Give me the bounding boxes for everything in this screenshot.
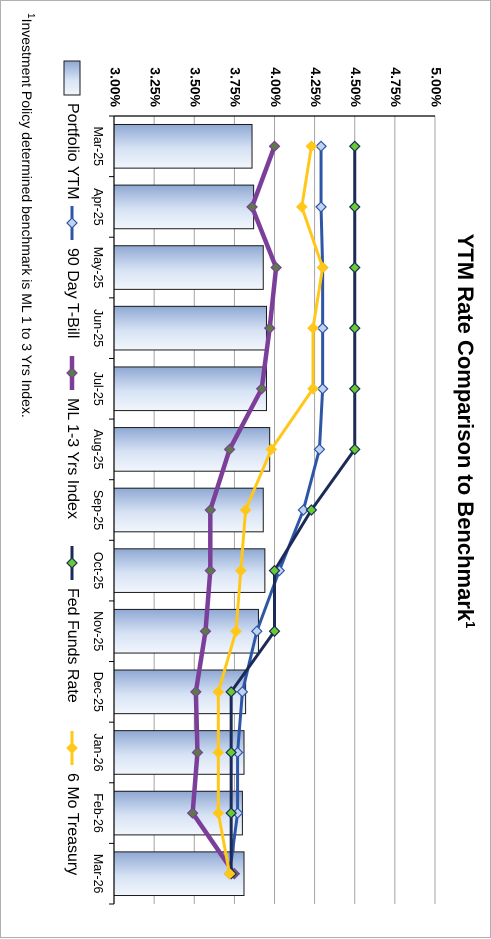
- marker-fed-funds-rate: [348, 201, 361, 213]
- legend-label-fed-funds-rate: Fed Funds Rate: [64, 588, 81, 703]
- marker-90-day-t-bill: [236, 685, 249, 698]
- marker-6-mo-treasury: [316, 261, 329, 274]
- y-axis-tick-labels: 3.00% 3.25% 3.50% 3.75% 4.00% 4.25% 4.50% 4.75%…: [107, 67, 444, 107]
- marker-90-day-t-bill: [315, 140, 327, 153]
- y-tick-label: 3.75%: [228, 67, 244, 107]
- x-tick-label: Mar-26: [91, 854, 105, 894]
- legend-marker-fed-funds-rate: [66, 557, 78, 569]
- footnote: 1Investment Policy determined benchmark …: [19, 13, 36, 418]
- marker-6-mo-treasury: [305, 140, 318, 153]
- x-axis-tick-labels: Mar-25 Apr-25 May-25 Jun-25 Jul-25 Aug-25 Sep-…: [91, 127, 105, 894]
- marker-ml-1-3-yrs-index: [268, 140, 281, 153]
- y-tick-label: 4.00%: [268, 67, 284, 107]
- x-tick-label: May-25: [91, 247, 105, 289]
- chart-title-superscript: 1: [463, 621, 478, 628]
- marker-6-mo-treasury: [212, 807, 225, 819]
- y-tick-label: 4.25%: [308, 67, 324, 107]
- y-tick-label: 5.00%: [428, 67, 444, 107]
- x-tick-label: Feb-26: [91, 793, 105, 833]
- y-tick-label: 4.50%: [348, 67, 364, 107]
- bar-portfolio-ytm: [113, 427, 271, 472]
- y-tick-label: 3.25%: [147, 67, 163, 107]
- chart-title: YTM Rate Comparison to Benchmark1: [453, 234, 478, 629]
- marker-6-mo-treasury: [295, 201, 308, 213]
- marker-6-mo-treasury: [230, 625, 242, 638]
- marker-fed-funds-rate: [348, 140, 361, 153]
- footnote-superscript: 1: [25, 13, 36, 19]
- marker-6-mo-treasury: [307, 322, 319, 335]
- legend-label-portfolio-ytm: Portfolio YTM: [64, 103, 81, 200]
- x-tick-label: Jul-25: [91, 372, 105, 406]
- y-tick-label: 3.00%: [107, 67, 123, 107]
- x-tick-label: Jan-26: [91, 733, 105, 771]
- marker-ml-1-3-yrs-index: [270, 261, 282, 274]
- marker-90-day-t-bill: [316, 382, 329, 395]
- legend-label-ml-1-3-yrs-index: ML 1-3 Yrs Index: [64, 398, 81, 519]
- x-tick-label: Mar-25: [91, 127, 105, 167]
- marker-6-mo-treasury: [265, 443, 278, 456]
- marker-ml-1-3-yrs-index: [246, 201, 258, 213]
- marker-fed-funds-rate: [225, 746, 238, 759]
- marker-6-mo-treasury: [234, 564, 247, 577]
- marker-6-mo-treasury: [223, 867, 236, 880]
- marker-ml-1-3-yrs-index: [223, 443, 236, 456]
- legend-label-6-mo-treasury: 6 Mo Treasury: [64, 773, 81, 875]
- marker-fed-funds-rate: [348, 382, 361, 395]
- legend-swatch-portfolio-ytm: [63, 60, 81, 96]
- footnote-text: Investment Policy determined benchmark i…: [19, 19, 35, 418]
- marker-fed-funds-rate: [348, 322, 361, 335]
- chart-title-text: YTM Rate Comparison to Benchmark: [453, 234, 478, 622]
- marker-90-day-t-bill: [316, 322, 329, 335]
- axes: [109, 115, 435, 905]
- x-tick-label: Sep-25: [91, 490, 105, 530]
- legend-marker-ml-1-3-yrs-index: [66, 367, 78, 379]
- bar-portfolio-ytm: [113, 245, 264, 290]
- x-tick-label: Oct-25: [91, 552, 105, 590]
- marker-6-mo-treasury: [239, 504, 252, 516]
- x-tick-label: Dec-25: [91, 672, 105, 712]
- bar-portfolio-ytm: [113, 184, 255, 230]
- marker-ml-1-3-yrs-index: [186, 807, 199, 819]
- marker-fed-funds-rate: [268, 625, 281, 638]
- legend-label-90-day-t-bill: 90 Day T-Bill: [64, 248, 81, 338]
- marker-ml-1-3-yrs-index: [199, 625, 212, 638]
- marker-fed-funds-rate: [225, 807, 238, 819]
- x-tick-label: Jun-25: [91, 309, 105, 347]
- legend-marker-90-day-t-bill: [66, 217, 78, 229]
- y-tick-label: 3.50%: [188, 67, 204, 107]
- marker-6-mo-treasury: [212, 746, 225, 759]
- legend: Portfolio YTM 90 Day T-Bill ML 1-3 Yrs Ind…: [63, 60, 81, 875]
- legend-marker-6-mo-treasury: [66, 742, 78, 754]
- marker-ml-1-3-yrs-index: [263, 322, 276, 335]
- marker-ml-1-3-yrs-index: [204, 564, 217, 577]
- bar-portfolio-ytm: [113, 123, 253, 169]
- marker-ml-1-3-yrs-index: [255, 382, 268, 395]
- marker-90-day-t-bill: [297, 504, 310, 516]
- x-tick-label: Nov-25: [91, 611, 105, 651]
- marker-ml-1-3-yrs-index: [191, 746, 204, 759]
- y-tick-label: 4.75%: [388, 67, 404, 107]
- marker-ml-1-3-yrs-index: [190, 685, 202, 698]
- marker-90-day-t-bill: [250, 625, 263, 638]
- marker-6-mo-treasury: [307, 382, 319, 395]
- marker-fed-funds-rate: [305, 504, 318, 516]
- marker-fed-funds-rate: [348, 443, 361, 456]
- marker-6-mo-treasury: [212, 685, 225, 698]
- marker-90-day-t-bill: [313, 443, 326, 456]
- marker-90-day-t-bill: [315, 201, 327, 213]
- line-series: [186, 140, 361, 880]
- x-tick-label: Aug-25: [91, 429, 105, 469]
- marker-fed-funds-rate: [268, 564, 281, 577]
- bar-portfolio-ytm: [113, 305, 267, 351]
- bar-portfolio-ytm: [113, 730, 245, 775]
- bar-portfolio-ytm: [113, 366, 267, 412]
- marker-fed-funds-rate: [348, 261, 361, 274]
- marker-fed-funds-rate: [225, 685, 238, 698]
- x-tick-label: Apr-25: [91, 188, 105, 226]
- marker-ml-1-3-yrs-index: [204, 504, 217, 516]
